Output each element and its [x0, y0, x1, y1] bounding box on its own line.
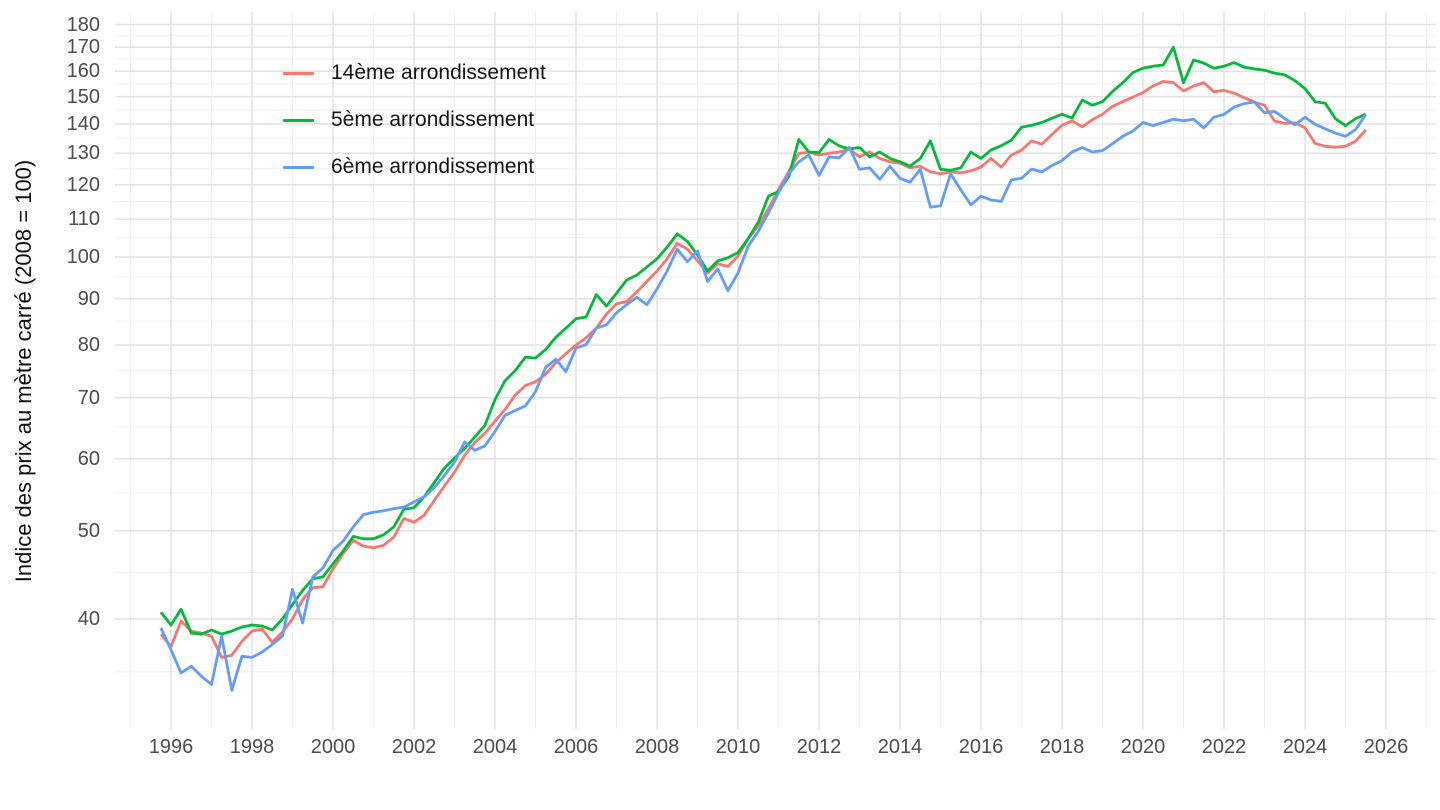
- y-tick-label: 100: [66, 245, 100, 268]
- legend-line-swatch: [283, 118, 314, 122]
- y-tick-label: 130: [66, 142, 100, 165]
- legend-item-14eme: 14ème arrondissement: [283, 60, 546, 86]
- y-tick-label: 80: [77, 334, 100, 357]
- y-tick-label: 180: [66, 13, 100, 36]
- x-tick-label: 2000: [310, 736, 356, 758]
- y-tick-label: 150: [66, 85, 100, 108]
- y-tick-label: 140: [66, 112, 100, 135]
- legend-item-5eme: 5ème arrondissement: [283, 107, 546, 133]
- y-tick-label: 170: [66, 36, 100, 59]
- legend: 14ème arrondissement 5ème arrondissement…: [283, 60, 546, 201]
- legend-item-label: 14ème arrondissement: [331, 61, 546, 84]
- x-tick-label: 2022: [1201, 736, 1247, 758]
- x-tick-label: 2018: [1039, 736, 1085, 758]
- y-tick-label: 50: [77, 519, 100, 542]
- y-tick-label: 110: [68, 208, 100, 231]
- legend-item-6eme: 6ème arrondissement: [283, 154, 546, 180]
- x-tick-label: 1998: [229, 736, 275, 758]
- series-line: [159, 45, 1367, 636]
- x-tick-label: 2014: [877, 736, 923, 758]
- x-tick-label: 2010: [715, 736, 761, 758]
- x-tick-label: 2024: [1282, 736, 1328, 758]
- series-line: [159, 100, 1367, 692]
- x-tick-label: 2008: [634, 736, 680, 758]
- x-tick-label: 2002: [391, 736, 437, 758]
- x-tick-label: 2012: [796, 736, 842, 758]
- legend-item-label: 5ème arrondissement: [331, 108, 535, 131]
- y-tick-label: 70: [77, 386, 100, 409]
- x-tick-label: 2020: [1120, 736, 1166, 758]
- x-tick-label: 2004: [472, 736, 518, 758]
- y-tick-label: 90: [77, 287, 100, 310]
- y-tick-label: 160: [66, 60, 100, 83]
- legend-line-swatch: [283, 71, 314, 75]
- x-tick-label: 1996: [148, 736, 194, 758]
- x-tick-label: 2016: [958, 736, 1004, 758]
- y-tick-label: 120: [66, 173, 100, 196]
- x-tick-label: 2006: [553, 736, 599, 758]
- y-axis-title: Indice des prix au mètre carré (2008 = 1…: [11, 159, 36, 583]
- y-tick-label: 60: [77, 447, 100, 470]
- legend-item-label: 6ème arrondissement: [331, 155, 535, 178]
- series-line: [159, 80, 1367, 659]
- y-tick-label: 40: [77, 608, 100, 631]
- x-tick-label: 2026: [1363, 736, 1409, 758]
- legend-line-swatch: [283, 165, 314, 169]
